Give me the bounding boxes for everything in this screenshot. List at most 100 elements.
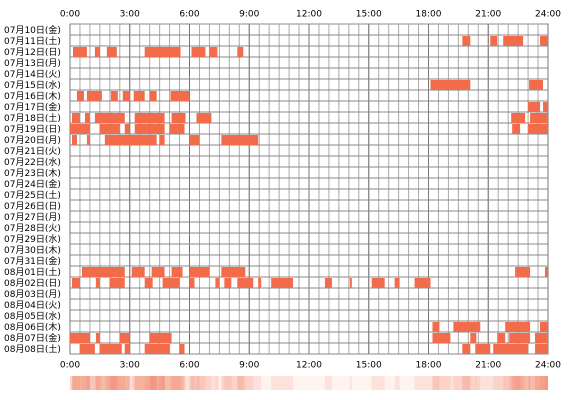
activity-bar xyxy=(171,113,186,123)
density-segment xyxy=(453,376,481,390)
activity-bar xyxy=(509,333,531,343)
density-segment xyxy=(470,376,477,390)
density-segment xyxy=(94,376,125,390)
activity-bar xyxy=(430,80,471,90)
row-label: 07月31日(金) xyxy=(4,255,61,267)
density-segment xyxy=(122,376,130,390)
activity-bar xyxy=(86,91,102,101)
density-segment xyxy=(215,376,220,390)
density-segment xyxy=(81,376,125,390)
activity-bar xyxy=(475,344,491,354)
x-tick-label-top: 24:00 xyxy=(535,10,561,20)
row-label: 07月27日(月) xyxy=(4,212,61,223)
activity-bar xyxy=(545,267,548,277)
activity-bar xyxy=(209,47,218,57)
density-segment xyxy=(543,376,548,390)
row-label: 07月11日(土) xyxy=(4,35,61,47)
activity-bar xyxy=(70,124,90,134)
density-segment xyxy=(505,376,531,390)
density-segment xyxy=(475,376,491,390)
activity-bar xyxy=(134,124,165,134)
density-segment xyxy=(72,376,87,390)
density-segment xyxy=(490,376,498,390)
density-segment xyxy=(237,376,244,390)
density-segment xyxy=(86,376,90,390)
density-segment xyxy=(70,376,90,390)
density-segment xyxy=(462,376,471,390)
density-segment xyxy=(512,376,521,390)
x-tick-label-bottom: 0:00 xyxy=(60,361,80,371)
activity-bar xyxy=(535,333,548,343)
density-segment xyxy=(124,376,130,390)
activity-bar xyxy=(109,278,125,288)
density-segment xyxy=(221,376,259,390)
density-segment xyxy=(493,376,529,390)
density-segment xyxy=(124,376,130,390)
row-label: 08月01日(土) xyxy=(4,266,61,278)
activity-bar xyxy=(237,47,244,57)
row-label: 07月28日(火) xyxy=(4,223,61,234)
activity-bar xyxy=(535,344,548,354)
activity-bar xyxy=(528,102,541,112)
activity-bar xyxy=(151,267,165,277)
activity-bar xyxy=(191,47,206,57)
activity-bar xyxy=(131,267,145,277)
density-segment xyxy=(144,376,153,390)
activity-bar xyxy=(134,113,165,123)
density-segment xyxy=(535,376,548,390)
activity-bar xyxy=(95,278,100,288)
density-segment xyxy=(170,376,190,390)
density-segment xyxy=(237,376,254,390)
activity-bar xyxy=(81,267,125,277)
activity-bar xyxy=(159,135,165,145)
activity-bar xyxy=(221,267,246,277)
activity-bar xyxy=(72,47,87,57)
row-label: 07月13日(月) xyxy=(4,58,61,69)
activity-bar xyxy=(122,91,130,101)
activity-bar xyxy=(94,47,100,57)
density-segment xyxy=(131,376,145,390)
activity-bar xyxy=(94,113,125,123)
density-segment xyxy=(94,376,100,390)
density-segment xyxy=(189,376,210,390)
activity-bar xyxy=(349,278,352,288)
density-segment xyxy=(196,376,212,390)
activity-bar xyxy=(133,91,145,101)
density-segment xyxy=(432,376,440,390)
row-label: 08月07日(金) xyxy=(4,332,61,344)
activity-bar xyxy=(124,124,130,134)
row-label: 07月25日(土) xyxy=(4,189,61,201)
activity-bar xyxy=(324,278,332,288)
density-segment xyxy=(324,376,332,390)
activity-bar xyxy=(189,278,195,288)
x-tick-label-bottom: 12:00 xyxy=(296,361,322,371)
density-segment xyxy=(540,376,548,390)
density-segment xyxy=(221,376,246,390)
x-tick-label-bottom: 18:00 xyxy=(416,361,442,371)
activity-bar xyxy=(189,267,210,277)
density-segment xyxy=(511,376,526,390)
activity-bar xyxy=(76,91,84,101)
density-segment xyxy=(258,376,262,390)
density-segment xyxy=(169,376,185,390)
density-segment xyxy=(134,376,165,390)
x-tick-label-top: 6:00 xyxy=(179,10,199,20)
density-segment xyxy=(528,376,541,390)
density-segment xyxy=(530,376,548,390)
activity-bar xyxy=(71,278,80,288)
density-segment xyxy=(209,376,218,390)
x-tick-label-top: 9:00 xyxy=(239,10,259,20)
activity-bar xyxy=(237,278,254,288)
activity-bar xyxy=(462,344,471,354)
density-segment xyxy=(394,376,400,390)
activity-bar xyxy=(144,344,170,354)
density-segment xyxy=(95,376,100,390)
density-segment xyxy=(71,376,80,390)
row-label: 07月23日(木) xyxy=(4,167,61,179)
density-segment xyxy=(162,376,180,390)
density-segment xyxy=(224,376,232,390)
activity-bar xyxy=(530,113,548,123)
density-segment xyxy=(106,376,117,390)
row-label: 07月14日(火) xyxy=(4,69,61,80)
